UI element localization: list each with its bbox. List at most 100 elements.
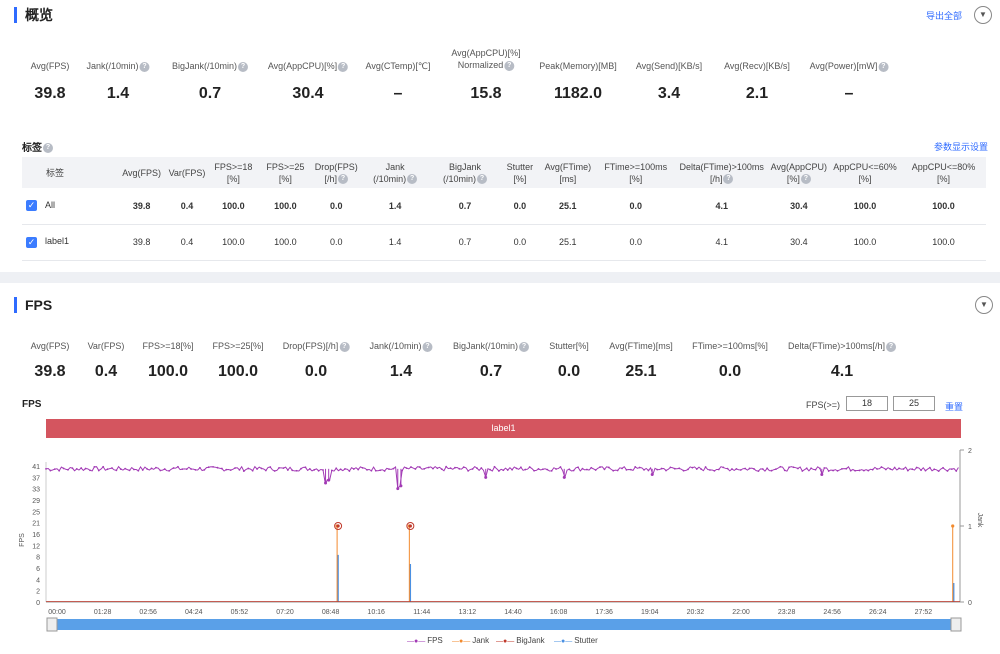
reset-link[interactable]: 重置 (945, 402, 964, 412)
fps-point (53, 468, 56, 470)
stat-value: 1.4 (106, 85, 130, 102)
y-tick-label: 0 (36, 600, 40, 607)
fps-point (858, 469, 861, 472)
stat-value: 1182.0 (553, 85, 603, 102)
column-header: FPS>=25 [%] (259, 157, 312, 188)
x-tick-label: 01:28 (94, 609, 112, 616)
fps-point (695, 468, 698, 470)
zoom-slider[interactable] (47, 619, 961, 630)
legend-swatch-icon: —●— (554, 638, 575, 645)
help-icon[interactable]: ? (477, 174, 487, 185)
column-header: AppCPU<=60% [%] (829, 157, 901, 188)
stat-label: Avg(AppCPU)[%]? (268, 60, 349, 72)
fps-dip-point (399, 484, 403, 488)
fps-point (783, 469, 786, 472)
legend-item[interactable]: —●— Stutter (554, 636, 598, 645)
stat-value: 2.1 (745, 85, 769, 102)
stat-label: Jank(/10min)? (369, 340, 433, 352)
fps-point (748, 467, 751, 470)
legend-item[interactable]: —●— BigJank (496, 636, 545, 645)
help-icon[interactable]: ? (723, 174, 734, 185)
help-icon[interactable]: ? (519, 341, 530, 352)
help-icon[interactable]: ? (338, 174, 349, 185)
fps-point (418, 466, 421, 468)
fps-point (502, 469, 505, 472)
table-row[interactable]: ✓ All 39.8 0.4 100.0 100.0 0.0 1.4 0.7 0.0 25.1 0.0… (22, 188, 986, 225)
fps-point (71, 467, 74, 470)
help-icon[interactable]: ? (504, 60, 515, 71)
legend-item[interactable]: —●— FPS (407, 636, 443, 645)
help-icon[interactable]: ? (338, 61, 349, 72)
fps-point (128, 469, 131, 472)
label-band[interactable]: label1 (46, 419, 961, 438)
fps-point (476, 467, 478, 470)
zoom-handle-right[interactable] (950, 617, 962, 632)
fps-point (647, 469, 650, 472)
help-icon[interactable]: ? (422, 341, 433, 352)
help-icon[interactable]: ? (800, 174, 811, 185)
column-header: Stutter [%] (500, 157, 539, 188)
y-tick-label: 4 (36, 577, 40, 584)
help-icon[interactable]: ? (407, 174, 418, 185)
fps-point (594, 469, 597, 471)
fps-point (744, 467, 747, 470)
table-cell: 100.0 (829, 188, 901, 225)
fps-point (915, 466, 918, 469)
column-header: Delta(FTime)>100ms [/h]? (674, 157, 769, 188)
help-icon[interactable]: ? (878, 61, 889, 72)
fps-point (691, 466, 694, 469)
fps-point (893, 466, 896, 469)
fps-point (537, 468, 540, 470)
stat-label: Jank(/10min)? (86, 60, 150, 72)
fps-point (673, 467, 676, 470)
help-icon[interactable]: ? (43, 143, 53, 154)
fps-point (366, 468, 368, 471)
table-cell: 0.0 (596, 224, 675, 261)
fps-point (493, 465, 496, 468)
fps-point (955, 470, 958, 472)
legend-swatch-icon: —●— (496, 638, 517, 645)
fps-point (770, 469, 773, 472)
help-icon[interactable]: ? (885, 341, 896, 352)
table-cell: 25.1 (538, 188, 597, 225)
param-settings-link[interactable]: 参数显示设置 (934, 142, 989, 152)
fps-stat: BigJank(/10min)? 0.7 (453, 340, 530, 380)
stat-label: FTime>=100ms[%] (692, 341, 768, 351)
stat-value: 0.0 (718, 363, 742, 380)
zoom-handle-left[interactable] (46, 617, 58, 632)
legend-item[interactable]: —●— Jank (452, 636, 490, 645)
x-tick-label: 07:20 (276, 609, 294, 616)
collapse-fps-icon[interactable]: ▼ (975, 296, 993, 314)
y2-axis-label: Jank (976, 513, 983, 528)
fps-stat: Drop(FPS)[/h]? 0.0 (283, 340, 350, 380)
help-icon[interactable]: ? (339, 341, 350, 352)
fps-point (190, 468, 193, 470)
x-tick-label: 20:32 (687, 609, 705, 616)
fps-point (788, 466, 791, 469)
threshold-high-input[interactable]: 25 (893, 396, 935, 411)
fps-point (295, 469, 298, 472)
fps-point (273, 470, 276, 472)
legend-swatch-icon: —●— (452, 638, 473, 645)
export-all-link[interactable]: 导出全部 (926, 11, 963, 21)
fps-point (797, 467, 799, 470)
help-icon[interactable]: ? (238, 61, 249, 72)
table-cell: 100.0 (901, 224, 986, 261)
checkbox-icon[interactable]: ✓ (26, 200, 37, 212)
table-cell: 100.0 (207, 188, 260, 225)
stat-label: BigJank(/10min)? (172, 60, 249, 72)
threshold-low-input[interactable]: 18 (846, 396, 888, 411)
table-row[interactable]: ✓ label1 39.8 0.4 100.0 100.0 0.0 1.4 0.7 0.0 25.1… (22, 224, 986, 261)
stat-value: 30.4 (292, 85, 324, 102)
tags-title: 标签? (22, 139, 53, 154)
x-tick-label: 00:00 (48, 609, 66, 616)
x-tick-label: 27:52 (915, 609, 933, 616)
checkbox-icon[interactable]: ✓ (26, 236, 37, 248)
stat-value: – (393, 85, 403, 102)
collapse-overview-icon[interactable]: ▼ (974, 6, 992, 24)
fps-point (119, 468, 122, 470)
help-icon[interactable]: ? (139, 61, 150, 72)
fps-stat: FPS>=25[%] 100.0 (212, 340, 263, 380)
x-tick-label: 14:40 (504, 609, 522, 616)
